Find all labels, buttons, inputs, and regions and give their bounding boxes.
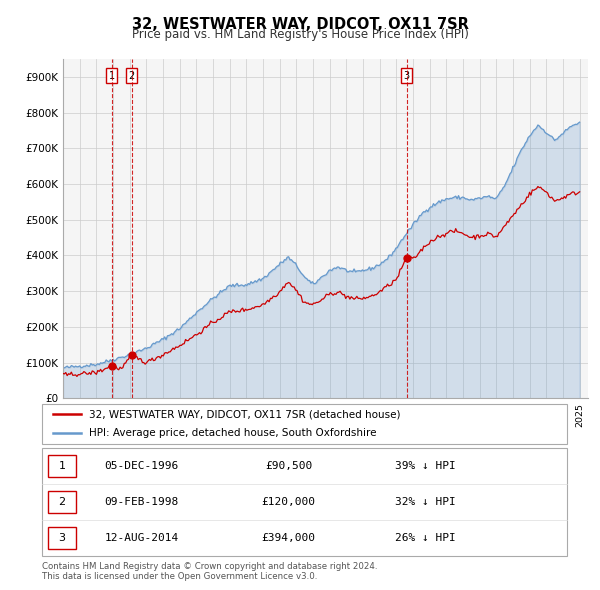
Text: 05-DEC-1996: 05-DEC-1996 xyxy=(104,461,179,471)
Text: 3: 3 xyxy=(404,71,410,81)
Text: HPI: Average price, detached house, South Oxfordshire: HPI: Average price, detached house, Sout… xyxy=(89,428,377,438)
Text: 32, WESTWATER WAY, DIDCOT, OX11 7SR: 32, WESTWATER WAY, DIDCOT, OX11 7SR xyxy=(131,17,469,31)
Text: 3: 3 xyxy=(58,533,65,543)
Text: 39% ↓ HPI: 39% ↓ HPI xyxy=(395,461,455,471)
Text: 26% ↓ HPI: 26% ↓ HPI xyxy=(395,533,455,543)
FancyBboxPatch shape xyxy=(42,404,567,444)
Text: 32% ↓ HPI: 32% ↓ HPI xyxy=(395,497,455,507)
Text: 12-AUG-2014: 12-AUG-2014 xyxy=(104,533,179,543)
Text: Contains HM Land Registry data © Crown copyright and database right 2024.: Contains HM Land Registry data © Crown c… xyxy=(42,562,377,571)
FancyBboxPatch shape xyxy=(49,527,76,549)
Text: 2: 2 xyxy=(58,497,65,507)
Text: Price paid vs. HM Land Registry's House Price Index (HPI): Price paid vs. HM Land Registry's House … xyxy=(131,28,469,41)
Text: 1: 1 xyxy=(58,461,65,471)
Text: This data is licensed under the Open Government Licence v3.0.: This data is licensed under the Open Gov… xyxy=(42,572,317,581)
Text: £90,500: £90,500 xyxy=(265,461,313,471)
Text: £394,000: £394,000 xyxy=(262,533,316,543)
Text: 2: 2 xyxy=(128,71,134,81)
Text: 32, WESTWATER WAY, DIDCOT, OX11 7SR (detached house): 32, WESTWATER WAY, DIDCOT, OX11 7SR (det… xyxy=(89,409,401,419)
FancyBboxPatch shape xyxy=(42,448,567,556)
FancyBboxPatch shape xyxy=(49,491,76,513)
Text: £120,000: £120,000 xyxy=(262,497,316,507)
Text: 09-FEB-1998: 09-FEB-1998 xyxy=(104,497,179,507)
Text: 1: 1 xyxy=(109,71,115,81)
FancyBboxPatch shape xyxy=(49,455,76,477)
